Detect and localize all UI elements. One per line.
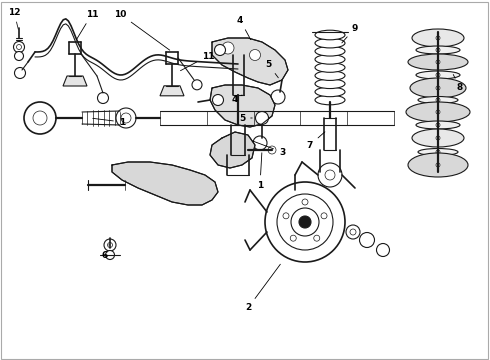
Ellipse shape (418, 96, 458, 104)
Text: 11: 11 (76, 9, 98, 40)
Circle shape (277, 194, 333, 250)
Ellipse shape (412, 129, 464, 147)
Circle shape (222, 42, 234, 54)
Circle shape (436, 98, 440, 102)
Text: 2: 2 (245, 264, 280, 312)
Circle shape (24, 102, 56, 134)
Circle shape (215, 45, 225, 55)
Ellipse shape (315, 30, 345, 40)
Circle shape (436, 73, 440, 77)
Circle shape (436, 86, 440, 90)
Circle shape (346, 225, 360, 239)
Circle shape (116, 108, 136, 128)
Text: 1: 1 (257, 153, 263, 189)
Circle shape (436, 60, 440, 64)
Ellipse shape (315, 63, 345, 72)
Text: 5: 5 (239, 113, 252, 122)
Polygon shape (210, 132, 255, 168)
Circle shape (283, 213, 289, 219)
Text: 7: 7 (307, 132, 325, 149)
Circle shape (105, 251, 115, 260)
Circle shape (436, 36, 440, 40)
Circle shape (14, 41, 24, 53)
Circle shape (318, 163, 342, 187)
Polygon shape (63, 76, 87, 86)
Ellipse shape (412, 29, 464, 47)
Circle shape (265, 182, 345, 262)
Ellipse shape (315, 87, 345, 97)
Polygon shape (112, 162, 218, 205)
Circle shape (290, 235, 296, 241)
Circle shape (436, 123, 440, 127)
Ellipse shape (315, 55, 345, 64)
Ellipse shape (315, 79, 345, 89)
Circle shape (302, 199, 308, 205)
Text: 12: 12 (8, 8, 20, 29)
Circle shape (436, 163, 440, 167)
Circle shape (249, 49, 261, 60)
Text: 4: 4 (232, 95, 242, 104)
Text: 5: 5 (265, 59, 278, 78)
Ellipse shape (408, 153, 468, 177)
Circle shape (271, 90, 285, 104)
Polygon shape (160, 86, 184, 96)
Circle shape (255, 112, 269, 125)
Text: 11: 11 (180, 51, 214, 71)
Ellipse shape (418, 149, 458, 156)
Ellipse shape (315, 38, 345, 48)
Ellipse shape (315, 46, 345, 56)
Circle shape (436, 48, 440, 52)
Ellipse shape (315, 95, 345, 105)
Circle shape (15, 68, 25, 78)
Text: 1: 1 (93, 117, 125, 126)
Circle shape (104, 239, 116, 251)
Text: 9: 9 (342, 23, 358, 43)
Circle shape (291, 208, 319, 236)
Circle shape (213, 94, 223, 105)
Circle shape (33, 111, 47, 125)
Text: 4: 4 (237, 15, 251, 40)
Text: 8: 8 (453, 75, 463, 93)
Ellipse shape (315, 71, 345, 80)
Circle shape (436, 110, 440, 114)
Ellipse shape (416, 121, 460, 129)
Circle shape (436, 150, 440, 154)
Circle shape (15, 51, 24, 60)
Ellipse shape (416, 71, 460, 79)
Ellipse shape (410, 78, 466, 98)
Circle shape (436, 136, 440, 140)
Text: 3: 3 (253, 141, 285, 157)
Circle shape (321, 213, 327, 219)
Polygon shape (210, 85, 275, 127)
Circle shape (376, 243, 390, 257)
Circle shape (360, 233, 374, 248)
Circle shape (314, 235, 320, 241)
Polygon shape (212, 38, 288, 85)
Text: 10: 10 (114, 9, 170, 50)
Ellipse shape (406, 102, 470, 122)
Circle shape (299, 216, 311, 228)
Circle shape (17, 45, 22, 50)
Circle shape (192, 80, 202, 90)
Circle shape (253, 136, 267, 150)
Ellipse shape (408, 54, 468, 70)
Ellipse shape (416, 46, 460, 54)
Circle shape (98, 93, 108, 104)
Text: 6: 6 (102, 244, 109, 260)
